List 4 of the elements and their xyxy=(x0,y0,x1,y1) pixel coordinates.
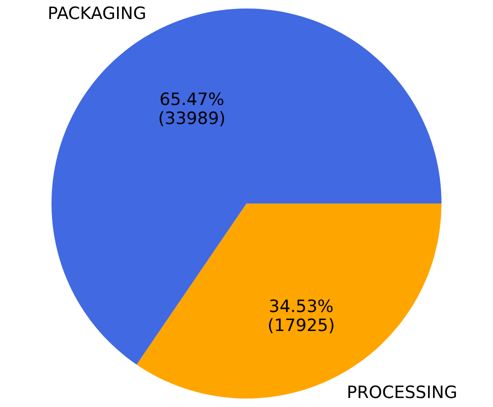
data-label: 34.53% (17925) xyxy=(267,296,335,336)
slice-label: PACKAGING xyxy=(48,4,146,24)
slice-label: PROCESSING xyxy=(346,383,458,404)
data-label: 65.47% (33989) xyxy=(158,90,226,130)
